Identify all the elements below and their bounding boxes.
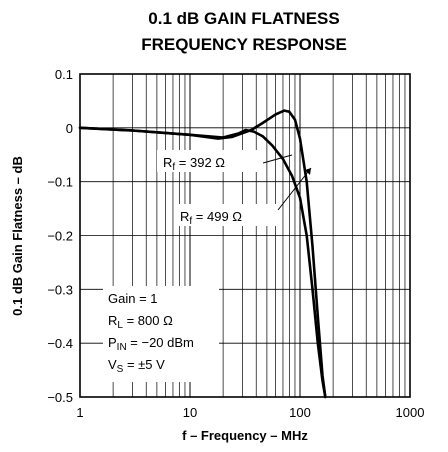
- chart-title-line-1: 0.1 dB GAIN FLATNESS: [148, 9, 339, 28]
- condition-supply: VS = ±5 V: [108, 357, 165, 375]
- series-label-392-bg: [157, 150, 263, 172]
- series-label-392-leader: [262, 154, 293, 164]
- series-annotations: Rf = 392 Ω Rf = 499 Ω: [157, 150, 312, 227]
- conditions-bg: [103, 286, 219, 382]
- y-tick-label: 0.1: [55, 67, 73, 82]
- chart-title-line-2: FREQUENCY RESPONSE: [141, 35, 347, 54]
- x-axis-label: f – Frequency – MHz: [182, 428, 308, 443]
- tick-labels: 1 10 100 1000 0.1 0 −0.1 −0.2 −0.3 −0.4 −0.5: [47, 67, 424, 420]
- x-tick-label: 1000: [396, 405, 425, 420]
- condition-input-power: PIN = −20 dBm: [108, 335, 194, 353]
- series-label-392: Rf = 392 Ω: [163, 155, 225, 173]
- series-label-499: Rf = 499 Ω: [180, 209, 242, 227]
- series-label-499-leader: [277, 167, 312, 211]
- x-tick-label: 100: [289, 405, 311, 420]
- x-tick-label: 10: [183, 405, 197, 420]
- y-tick-label: 0: [66, 121, 73, 136]
- series-line-rf-499: [78, 126, 327, 399]
- y-tick-label: −0.4: [47, 336, 73, 351]
- condition-gain: Gain = 1: [108, 291, 158, 306]
- y-tick-label: −0.3: [47, 282, 73, 297]
- plot-area-frame: [79, 73, 411, 398]
- y-tick-label: −0.5: [47, 390, 73, 405]
- series-label-499-bg: [176, 204, 278, 226]
- x-tick-label: 1: [76, 405, 83, 420]
- y-axis-label: 0.1 dB Gain Flatness – dB: [10, 156, 25, 316]
- series-label-499-arrowhead: [305, 168, 311, 175]
- test-conditions: Gain = 1 RL = 800 Ω PIN = −20 dBm VS = ±…: [103, 286, 219, 382]
- y-tick-label: −0.2: [47, 229, 73, 244]
- y-tick-label: −0.1: [47, 175, 73, 190]
- condition-load: RL = 800 Ω: [108, 313, 173, 331]
- series-lines: [78, 109, 327, 399]
